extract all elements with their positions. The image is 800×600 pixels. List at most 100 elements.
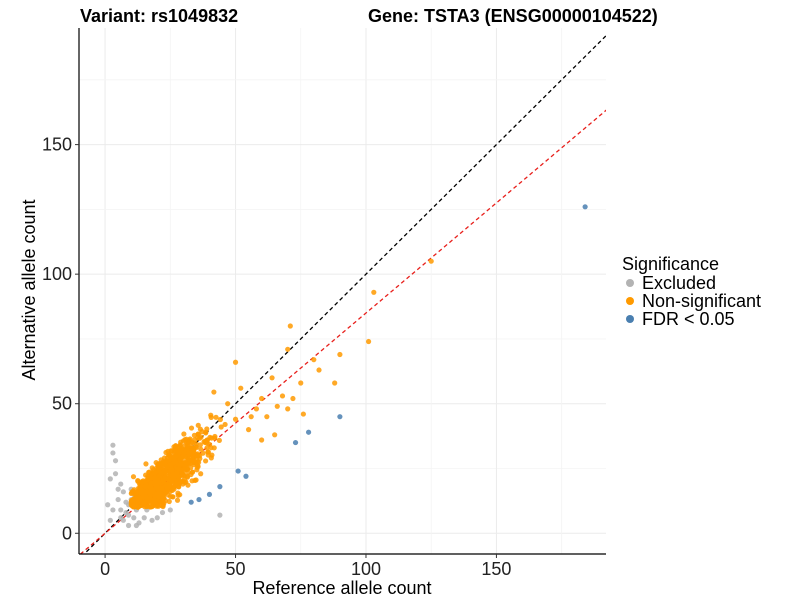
point-non-significant (160, 494, 166, 500)
legend: Significance ExcludedNon-significantFDR … (622, 254, 761, 329)
point-non-significant (152, 475, 158, 481)
point-non-significant (285, 346, 291, 352)
point-non-significant (332, 380, 338, 386)
point-fdr-0-05 (582, 204, 588, 210)
point-non-significant (232, 359, 239, 365)
point-fdr-0-05 (235, 468, 241, 474)
point-fdr-0-05 (337, 414, 343, 420)
point-non-significant (195, 462, 201, 468)
x-tick-label: 50 (226, 559, 246, 579)
point-non-significant (371, 289, 377, 295)
point-non-significant (204, 445, 210, 451)
point-non-significant (259, 395, 265, 402)
x-tick-label: 150 (481, 559, 511, 579)
point-excluded (110, 507, 116, 513)
point-non-significant (146, 469, 152, 475)
point-non-significant (184, 474, 191, 480)
point-non-significant (213, 414, 219, 420)
point-excluded (141, 515, 147, 521)
point-non-significant (195, 452, 201, 459)
point-non-significant (151, 497, 157, 503)
title-variant: Variant: rs1049832 (80, 6, 238, 26)
point-non-significant (205, 452, 211, 458)
point-excluded (125, 512, 132, 518)
point-non-significant (269, 375, 275, 381)
point-non-significant (166, 498, 172, 505)
point-excluded (118, 507, 124, 513)
point-excluded (217, 512, 223, 518)
point-non-significant (178, 439, 184, 445)
point-non-significant (131, 487, 137, 493)
point-fdr-0-05 (305, 429, 312, 435)
point-non-significant (222, 421, 228, 428)
y-tick-label: 150 (42, 135, 72, 155)
point-non-significant (218, 424, 224, 430)
point-non-significant (232, 416, 239, 422)
point-non-significant (178, 461, 184, 467)
point-non-significant (195, 431, 201, 437)
point-non-significant (183, 436, 189, 442)
point-non-significant (131, 503, 137, 509)
point-non-significant (337, 351, 343, 358)
grid (79, 28, 606, 554)
point-fdr-0-05 (292, 439, 299, 446)
point-non-significant (272, 432, 278, 438)
point-non-significant (428, 258, 434, 264)
point-non-significant (142, 483, 149, 490)
point-non-significant (225, 401, 231, 407)
point-non-significant (161, 455, 168, 461)
point-non-significant (211, 389, 217, 395)
point-non-significant (245, 427, 252, 433)
point-non-significant (163, 481, 169, 487)
point-non-significant (208, 445, 214, 451)
point-excluded (120, 489, 126, 495)
point-non-significant (173, 481, 179, 487)
point-non-significant (253, 406, 260, 412)
legend-label: FDR < 0.05 (642, 309, 735, 329)
point-excluded (118, 481, 124, 487)
point-non-significant (167, 493, 174, 500)
point-non-significant (189, 445, 196, 451)
point-non-significant (173, 451, 179, 457)
point-excluded (115, 496, 121, 503)
legend-label: Excluded (642, 273, 716, 293)
point-non-significant (135, 499, 141, 505)
point-non-significant (248, 414, 254, 420)
point-non-significant (173, 446, 179, 452)
point-non-significant (311, 357, 317, 363)
y-tick-label: 0 (62, 523, 72, 543)
point-non-significant (298, 380, 304, 386)
legend-swatch (626, 315, 634, 323)
point-excluded (125, 522, 132, 529)
legend-swatch (626, 279, 634, 287)
point-non-significant (180, 472, 186, 478)
point-non-significant (189, 469, 195, 475)
point-non-significant (168, 467, 175, 473)
point-non-significant (164, 488, 170, 494)
point-non-significant (290, 395, 296, 402)
point-non-significant (264, 414, 270, 420)
point-non-significant (143, 461, 149, 467)
point-excluded (107, 517, 113, 523)
point-non-significant (195, 422, 201, 428)
point-non-significant (161, 468, 167, 474)
point-non-significant (156, 485, 162, 491)
point-non-significant (216, 437, 222, 443)
point-non-significant (173, 470, 180, 476)
y-tick-label: 100 (42, 264, 72, 284)
fit-line (79, 109, 606, 554)
point-excluded (131, 515, 137, 521)
point-non-significant (279, 393, 286, 399)
point-non-significant (128, 498, 134, 505)
point-non-significant (158, 498, 164, 504)
point-non-significant (146, 489, 152, 495)
point-excluded (110, 450, 116, 456)
point-non-significant (316, 367, 322, 373)
point-non-significant (147, 495, 153, 502)
point-non-significant (175, 466, 182, 472)
point-non-significant (203, 429, 209, 435)
y-axis-label: Alternative allele count (19, 199, 39, 380)
point-non-significant (197, 442, 203, 448)
point-non-significant (203, 458, 209, 464)
point-non-significant (209, 452, 215, 458)
